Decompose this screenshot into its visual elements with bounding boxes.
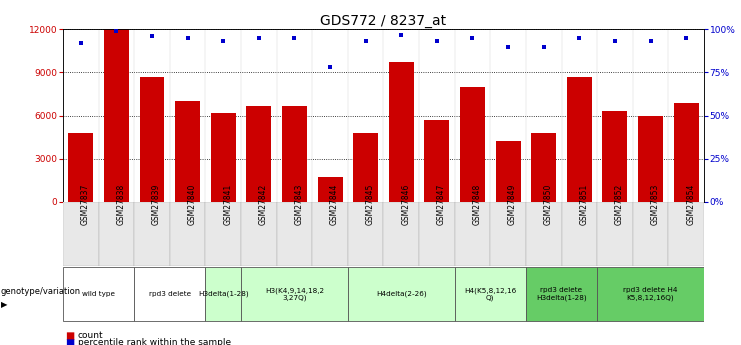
Bar <box>389 62 413 202</box>
Text: GSM27837: GSM27837 <box>81 184 90 225</box>
Title: GDS772 / 8237_at: GDS772 / 8237_at <box>320 14 447 28</box>
Point <box>253 35 265 41</box>
Text: H4(K5,8,12,16
Q): H4(K5,8,12,16 Q) <box>464 287 516 301</box>
Bar <box>68 133 93 202</box>
Point <box>538 44 550 49</box>
FancyBboxPatch shape <box>348 202 383 266</box>
Text: rpd3 delete H4
K5,8,12,16Q): rpd3 delete H4 K5,8,12,16Q) <box>623 287 678 301</box>
Point <box>502 44 514 49</box>
Bar <box>175 101 200 202</box>
FancyBboxPatch shape <box>312 202 348 266</box>
Bar <box>460 87 485 202</box>
Text: H3(K4,9,14,18,2
3,27Q): H3(K4,9,14,18,2 3,27Q) <box>265 287 324 301</box>
Point <box>146 33 158 39</box>
FancyBboxPatch shape <box>205 202 241 266</box>
Text: GSM27842: GSM27842 <box>259 184 268 225</box>
Text: GSM27839: GSM27839 <box>152 184 161 225</box>
Text: GSM27852: GSM27852 <box>615 184 624 225</box>
Point <box>645 39 657 44</box>
Text: GSM27849: GSM27849 <box>508 184 517 225</box>
FancyBboxPatch shape <box>597 267 704 322</box>
Point <box>396 32 408 37</box>
FancyBboxPatch shape <box>562 202 597 266</box>
Bar <box>282 106 307 202</box>
FancyBboxPatch shape <box>241 267 348 322</box>
Text: rpd3 delete
H3delta(1-28): rpd3 delete H3delta(1-28) <box>536 287 587 301</box>
FancyBboxPatch shape <box>455 202 491 266</box>
Text: GSM27840: GSM27840 <box>187 184 196 225</box>
Point <box>680 35 692 41</box>
FancyBboxPatch shape <box>348 267 455 322</box>
Text: wild type: wild type <box>82 291 115 297</box>
Text: H3delta(1-28): H3delta(1-28) <box>198 291 248 297</box>
Bar <box>567 77 592 202</box>
Point <box>288 35 300 41</box>
Text: ■: ■ <box>65 338 74 345</box>
FancyBboxPatch shape <box>241 202 276 266</box>
Text: GSM27853: GSM27853 <box>651 184 659 225</box>
FancyBboxPatch shape <box>170 202 205 266</box>
Bar <box>602 111 628 202</box>
Point <box>182 35 193 41</box>
FancyBboxPatch shape <box>455 267 526 322</box>
Text: ■: ■ <box>65 331 74 341</box>
Bar <box>496 141 521 202</box>
Point <box>574 35 585 41</box>
Point <box>431 39 443 44</box>
Bar <box>139 77 165 202</box>
Text: GSM27844: GSM27844 <box>330 184 339 225</box>
FancyBboxPatch shape <box>668 202 704 266</box>
FancyBboxPatch shape <box>276 202 312 266</box>
Text: GSM27848: GSM27848 <box>473 184 482 225</box>
FancyBboxPatch shape <box>419 202 455 266</box>
Text: GSM27843: GSM27843 <box>294 184 304 225</box>
Point <box>110 28 122 34</box>
FancyBboxPatch shape <box>63 267 134 322</box>
FancyBboxPatch shape <box>491 202 526 266</box>
FancyBboxPatch shape <box>63 202 99 266</box>
Text: GSM27854: GSM27854 <box>686 184 695 225</box>
Bar <box>674 103 699 202</box>
Text: GSM27838: GSM27838 <box>116 184 125 225</box>
FancyBboxPatch shape <box>205 267 241 322</box>
Point <box>609 39 621 44</box>
Text: GSM27851: GSM27851 <box>579 184 588 225</box>
Text: ▶: ▶ <box>1 300 7 309</box>
Text: GSM27847: GSM27847 <box>437 184 446 225</box>
Text: GSM27841: GSM27841 <box>223 184 232 225</box>
Point <box>467 35 479 41</box>
Bar <box>638 116 663 202</box>
Bar <box>246 106 271 202</box>
Text: GSM27845: GSM27845 <box>365 184 375 225</box>
Text: percentile rank within the sample: percentile rank within the sample <box>78 338 231 345</box>
FancyBboxPatch shape <box>526 267 597 322</box>
FancyBboxPatch shape <box>383 202 419 266</box>
Bar <box>318 177 342 202</box>
Point <box>324 65 336 70</box>
Point <box>75 40 87 46</box>
Text: H4delta(2-26): H4delta(2-26) <box>376 291 427 297</box>
Bar <box>210 113 236 202</box>
FancyBboxPatch shape <box>597 202 633 266</box>
Text: GSM27850: GSM27850 <box>544 184 553 225</box>
FancyBboxPatch shape <box>134 267 205 322</box>
Text: rpd3 delete: rpd3 delete <box>149 291 191 297</box>
FancyBboxPatch shape <box>99 202 134 266</box>
FancyBboxPatch shape <box>633 202 668 266</box>
Text: GSM27846: GSM27846 <box>402 184 411 225</box>
Bar <box>353 133 378 202</box>
Point <box>359 39 371 44</box>
Bar <box>104 29 129 202</box>
Text: count: count <box>78 331 104 340</box>
Text: genotype/variation: genotype/variation <box>1 287 81 296</box>
Bar <box>425 120 449 202</box>
FancyBboxPatch shape <box>526 202 562 266</box>
Bar <box>531 133 556 202</box>
Point <box>217 39 229 44</box>
FancyBboxPatch shape <box>134 202 170 266</box>
